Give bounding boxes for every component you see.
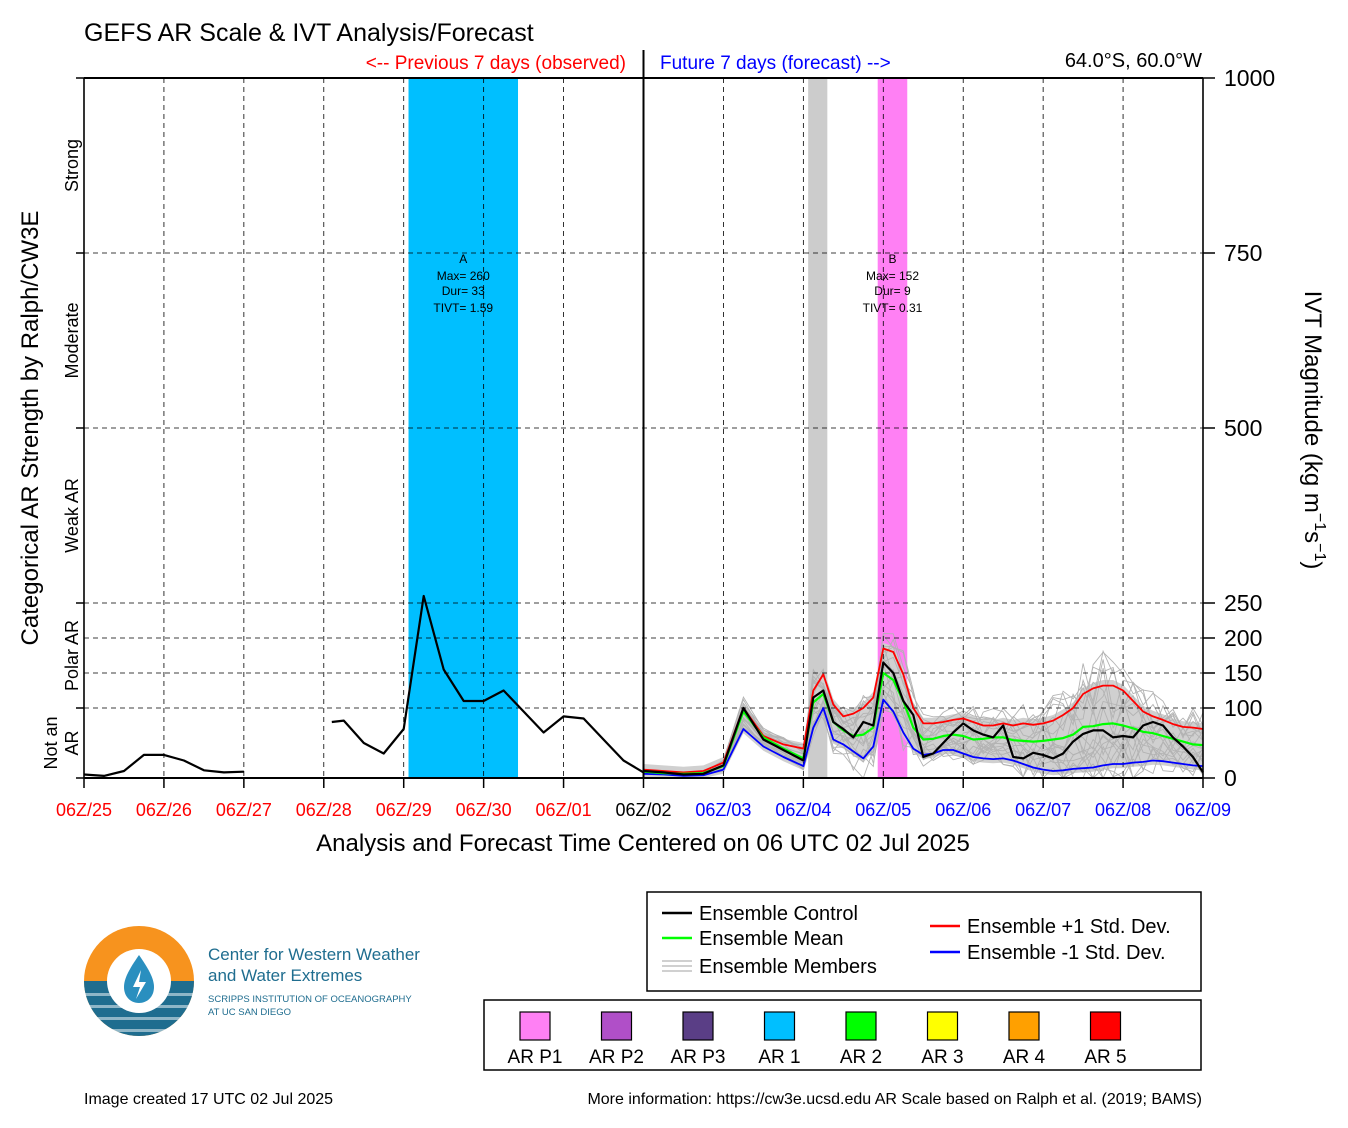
x-tick-label: 06Z/29 bbox=[376, 800, 432, 820]
ensemble-1-std-dev-line bbox=[643, 647, 1204, 774]
cw3e-logo bbox=[84, 926, 194, 1036]
ar-event-a-max: Max= 260 bbox=[437, 269, 490, 283]
legend-ar-2-label: AR 2 bbox=[840, 1047, 882, 1068]
legend-ar-p3-label: AR P3 bbox=[671, 1047, 726, 1068]
right-axis-title-part: −1 bbox=[1311, 513, 1328, 531]
ar-event-b-duration: Dur= 9 bbox=[874, 284, 911, 298]
x-tick-label: 06Z/06 bbox=[935, 800, 991, 820]
x-tick-label: 06Z/26 bbox=[136, 800, 192, 820]
ensemble-1-std-dev-line bbox=[643, 698, 1204, 777]
footer-more-info: More information: https://cw3e.ucsd.edu … bbox=[587, 1091, 1202, 1108]
observed-ivt-line bbox=[331, 594, 645, 774]
legend-ar-p3-swatch bbox=[682, 1011, 714, 1041]
logo-line-3: SCRIPPS INSTITUTION OF OCEANOGRAPHY bbox=[208, 994, 412, 1005]
x-tick-label: 06Z/09 bbox=[1175, 800, 1231, 820]
ar-event-a-duration: Dur= 33 bbox=[442, 284, 485, 298]
right-axis-title-part: ) bbox=[1299, 561, 1326, 569]
legend-ar-3-label: AR 3 bbox=[921, 1047, 963, 1068]
logo-line-4: AT UC SAN DIEGO bbox=[208, 1007, 291, 1018]
x-tick-label: 06Z/30 bbox=[456, 800, 512, 820]
category-label-strong: Strong bbox=[62, 139, 82, 192]
future-7-days-label: Future 7 days (forecast) --> bbox=[660, 53, 891, 74]
legend-ensemble-control-label: Ensemble Control bbox=[699, 903, 858, 925]
observed-ivt-line bbox=[83, 753, 244, 777]
chart-title: GEFS AR Scale & IVT Analysis/Forecast bbox=[84, 19, 534, 47]
logo-wave-line bbox=[84, 1029, 194, 1032]
legend-ar-p2-swatch bbox=[600, 1011, 633, 1041]
left-axis-title: Categorical AR Strength by Ralph/CW3E bbox=[17, 211, 44, 646]
logo-line-1: Center for Western Weather bbox=[208, 945, 420, 964]
location-label: 64.0°S, 60.0°W bbox=[1065, 50, 1202, 72]
category-label-line: Not an bbox=[41, 716, 61, 769]
legend-ar-4-swatch bbox=[1008, 1011, 1040, 1041]
legend-ar-5-swatch bbox=[1089, 1011, 1122, 1041]
legend-ar-2-swatch bbox=[845, 1011, 877, 1041]
legend-ensemble-1-std-dev-label: Ensemble +1 Std. Dev. bbox=[967, 916, 1171, 938]
legend-ar-5-label: AR 5 bbox=[1084, 1047, 1126, 1068]
x-tick-label: 06Z/27 bbox=[216, 800, 272, 820]
legend-ensemble-members-label: Ensemble Members bbox=[699, 956, 877, 978]
right-axis-title-part: IVT Magnitude (kg m bbox=[1299, 291, 1326, 513]
ar-event-a-label: A bbox=[459, 252, 467, 266]
ar-event-a-tivt: TIVT= 1.59 bbox=[433, 301, 493, 315]
legend-ar-3-swatch bbox=[926, 1011, 959, 1041]
x-tick-label: 06Z/05 bbox=[855, 800, 911, 820]
x-tick-label: 06Z/07 bbox=[1015, 800, 1071, 820]
legend-ensemble-mean-label: Ensemble Mean bbox=[699, 928, 844, 950]
y-tick-label: 500 bbox=[1224, 415, 1262, 441]
x-tick-label: 06Z/08 bbox=[1095, 800, 1151, 820]
x-tick-label: 06Z/04 bbox=[775, 800, 831, 820]
y-tick-label: 200 bbox=[1224, 625, 1262, 651]
y-tick-label: 1000 bbox=[1224, 65, 1275, 91]
legend-ar-1-label: AR 1 bbox=[758, 1047, 800, 1068]
ar-event-b-max: Max= 152 bbox=[866, 269, 919, 283]
ar-event-b-label: B bbox=[888, 252, 896, 266]
right-axis-title: IVT Magnitude (kg m−1s−1) bbox=[1299, 291, 1328, 570]
logo-line-2: and Water Extremes bbox=[208, 966, 362, 985]
footer-created: Image created 17 UTC 02 Jul 2025 bbox=[84, 1091, 333, 1108]
legend-ar-p1-label: AR P1 bbox=[508, 1047, 563, 1068]
ar-event-b-tivt: TIVT= 0.31 bbox=[863, 301, 923, 315]
y-tick-label: 250 bbox=[1224, 590, 1262, 616]
previous-7-days-label: <-- Previous 7 days (observed) bbox=[366, 53, 626, 74]
lightning-icon bbox=[133, 970, 146, 999]
x-tick-label: 06Z/25 bbox=[56, 800, 112, 820]
y-tick-label: 0 bbox=[1224, 765, 1237, 791]
logo-wave-line bbox=[84, 1017, 194, 1020]
x-axis-label: Analysis and Forecast Time Centered on 0… bbox=[316, 830, 970, 857]
x-tick-label: 06Z/28 bbox=[296, 800, 352, 820]
x-tick-label: 06Z/03 bbox=[695, 800, 751, 820]
category-label-moderate: Moderate bbox=[62, 302, 82, 378]
category-label-polar-ar: Polar AR bbox=[62, 620, 82, 691]
category-label-line: AR bbox=[62, 730, 82, 755]
right-axis-title-part: −1 bbox=[1311, 543, 1328, 561]
right-axis-title-part: s bbox=[1299, 531, 1326, 543]
category-label-not-an-ar: Not an AR bbox=[41, 716, 82, 769]
legend-ar-1-swatch bbox=[763, 1011, 796, 1041]
legend-ar-p1-swatch bbox=[519, 1011, 551, 1041]
x-tick-label: 06Z/02 bbox=[615, 800, 671, 820]
ensemble-control-line bbox=[643, 661, 1204, 776]
legend-ar-4-label: AR 4 bbox=[1003, 1047, 1046, 1068]
y-tick-label: 750 bbox=[1224, 240, 1262, 266]
line-legend-box bbox=[646, 891, 1202, 992]
category-label-weak-ar: Weak AR bbox=[62, 478, 82, 553]
y-tick-label: 100 bbox=[1224, 695, 1262, 721]
x-tick-label: 06Z/01 bbox=[536, 800, 592, 820]
legend-ar-p2-label: AR P2 bbox=[589, 1047, 644, 1068]
y-tick-label: 150 bbox=[1224, 660, 1262, 686]
legend-ensemble-1-std-dev-label: Ensemble -1 Std. Dev. bbox=[967, 942, 1166, 964]
